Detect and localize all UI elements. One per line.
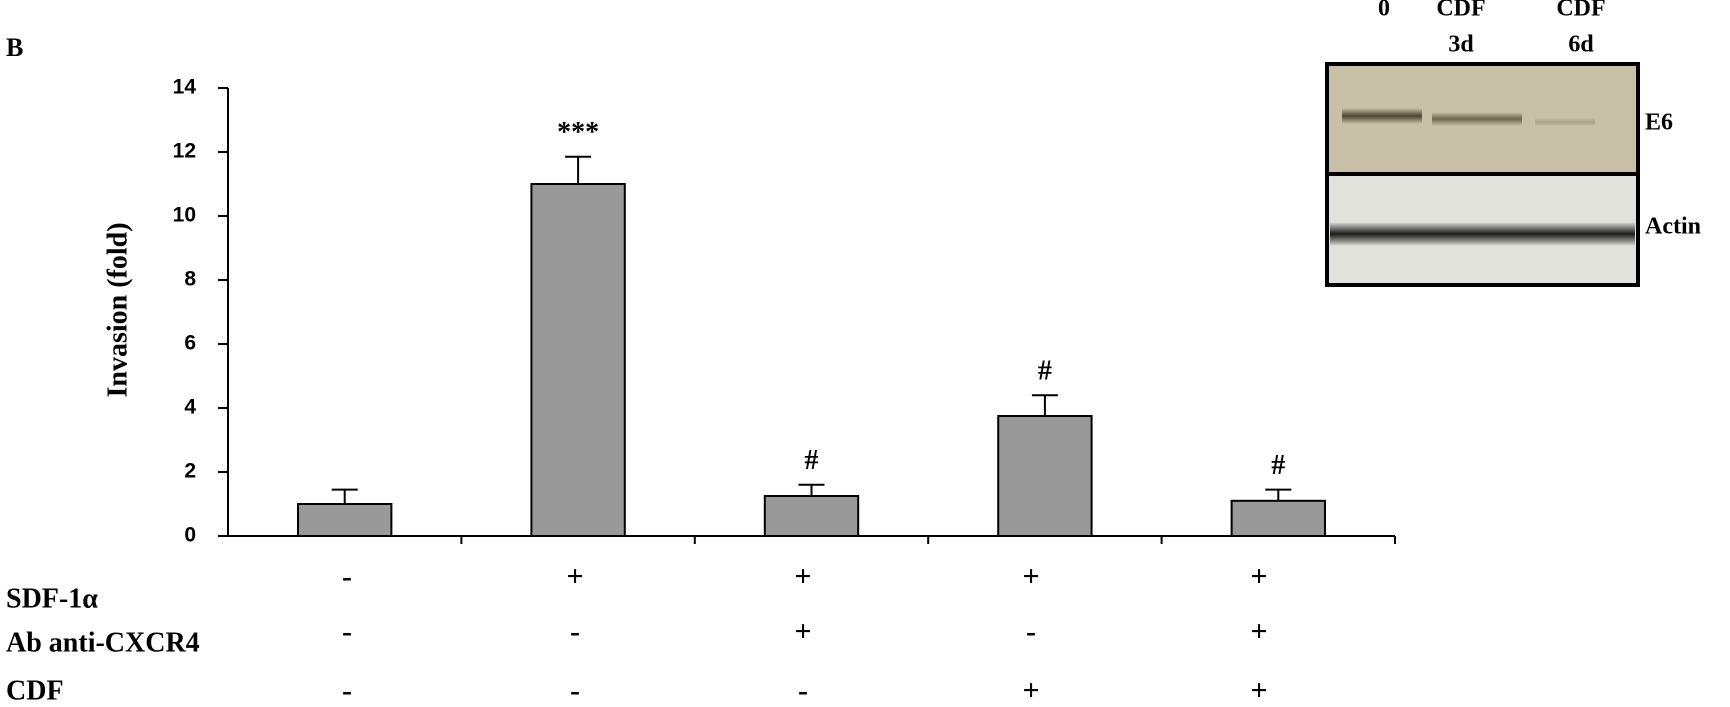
treatment-sign: + [794, 560, 811, 593]
annotation: *** [557, 117, 599, 148]
annotation: # [805, 445, 819, 476]
treatment-label: Ab anti-CXCR4 [6, 627, 200, 658]
bar [763, 495, 860, 537]
blot-lane-label: 3d [1448, 32, 1474, 58]
blot-band [1330, 222, 1635, 246]
panel-label: B [6, 33, 23, 62]
blot-lane-label: CDF [1436, 0, 1485, 22]
blot-band-label: Actin [1645, 214, 1701, 240]
treatment-sign: + [1022, 674, 1039, 707]
treatment-sign: + [1250, 674, 1267, 707]
y-tick-label: 14 [173, 76, 197, 99]
treatment-sign: + [794, 615, 811, 648]
blot-lane-label: CDF [1556, 0, 1605, 22]
treatment-sign: - [570, 674, 580, 707]
treatment-label: CDF [6, 675, 64, 706]
y-tick-label: 2 [184, 460, 196, 483]
y-tick-label: 6 [184, 332, 196, 355]
y-tick-label: 10 [173, 204, 196, 227]
y-tick-label: 0 [184, 524, 196, 547]
treatment-sign: + [1250, 560, 1267, 593]
blot [1325, 62, 1640, 287]
treatment-sign: + [566, 560, 583, 593]
blot-lane-label: 6d [1568, 32, 1594, 58]
treatment-sign: - [1026, 615, 1036, 648]
treatment-sign: - [342, 615, 352, 648]
blot-band [1535, 118, 1595, 126]
treatment-sign: - [798, 674, 808, 707]
treatment-sign: + [1022, 560, 1039, 593]
blot-band [1342, 108, 1422, 124]
blot-lane-label: 0 [1378, 0, 1390, 22]
bar [297, 503, 393, 537]
treatment-sign: - [570, 615, 580, 648]
blot-band-label: E6 [1645, 110, 1673, 136]
annotation: # [1271, 450, 1285, 481]
y-axis-label: Invasion (fold) [102, 222, 133, 397]
annotation: # [1038, 356, 1052, 387]
blot-band [1432, 112, 1522, 126]
treatment-sign: - [342, 560, 352, 593]
y-tick-label: 4 [184, 396, 196, 419]
treatment-sign: - [342, 674, 352, 707]
y-tick-label: 8 [184, 268, 196, 291]
bar [530, 183, 626, 537]
bar [997, 415, 1093, 537]
treatment-label: SDF-1α [6, 583, 98, 614]
treatment-sign: + [1250, 615, 1267, 648]
y-tick-label: 12 [173, 140, 196, 163]
bar [1230, 499, 1326, 537]
